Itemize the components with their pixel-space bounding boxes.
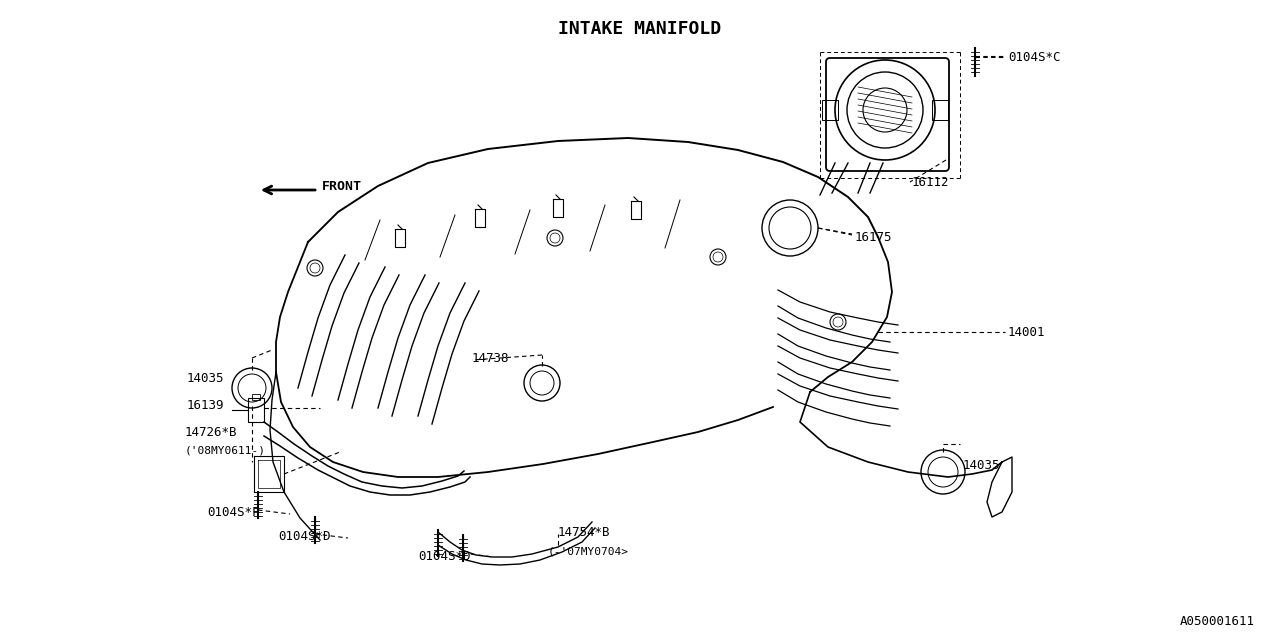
- Text: (-'07MY0704>: (-'07MY0704>: [548, 546, 628, 556]
- Text: A050001611: A050001611: [1180, 615, 1254, 628]
- Text: 14738: 14738: [472, 351, 509, 365]
- Text: 0104S*C: 0104S*C: [1009, 51, 1061, 63]
- Bar: [822, 100, 838, 120]
- Text: FRONT: FRONT: [323, 179, 362, 193]
- Text: 16112: 16112: [913, 175, 950, 189]
- Text: 14035: 14035: [963, 458, 1001, 472]
- Text: 16139: 16139: [187, 399, 224, 412]
- Bar: [252, 394, 260, 400]
- Text: 16175: 16175: [855, 230, 892, 243]
- Text: 0104S*F: 0104S*F: [207, 506, 260, 520]
- Text: ('08MY0611-): ('08MY0611-): [186, 445, 266, 455]
- Text: 14754*B: 14754*B: [558, 527, 611, 540]
- Text: 14035: 14035: [187, 371, 224, 385]
- Text: INTAKE MANIFOLD: INTAKE MANIFOLD: [558, 20, 722, 38]
- Bar: [248, 398, 264, 422]
- Text: 0104S*D: 0104S*D: [278, 531, 330, 543]
- Text: 14001: 14001: [1009, 326, 1046, 339]
- Text: 0104S*D: 0104S*D: [419, 550, 471, 563]
- Text: 14726*B: 14726*B: [186, 426, 238, 438]
- Bar: [932, 100, 948, 120]
